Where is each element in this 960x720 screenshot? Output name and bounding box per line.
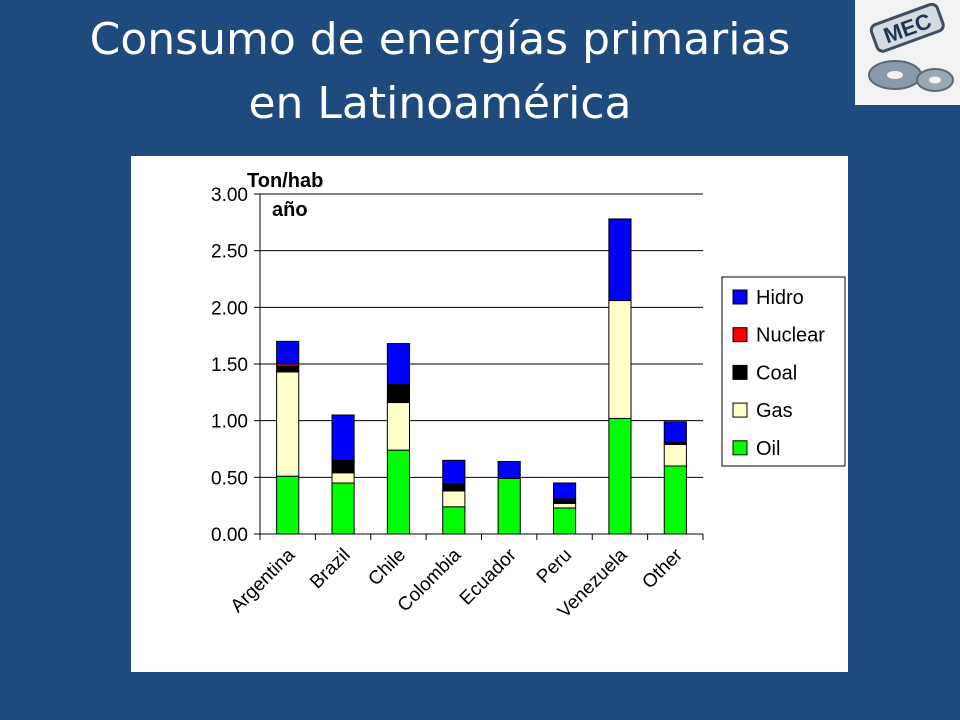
bars [276, 218, 687, 535]
bar-hidro-venezuela [608, 218, 632, 302]
x-tick-label: Other [638, 544, 687, 593]
bar-hidro-argentina [276, 340, 300, 365]
y-tick-label: 1.00 [211, 412, 248, 433]
legend-label-hidro: Hidro [756, 287, 804, 309]
bar-oil-venezuela [608, 417, 632, 535]
mec-logo: MEC [855, 0, 960, 105]
y-tick-label: 2.00 [211, 298, 248, 319]
chart-panel: 0.00 0.50 1.00 1.50 2.00 2.50 3.00 Argentina Br… [131, 156, 848, 672]
bar-oil-peru [552, 507, 577, 535]
y-tick-label: 1.50 [211, 355, 248, 376]
bar-gas-venezuela [608, 300, 632, 419]
x-tick-label: Brazil [306, 545, 354, 593]
bar-coal-argentina [276, 365, 300, 373]
bar-oil-colombia [442, 506, 466, 535]
bar-hidro-other [663, 421, 687, 443]
title-line-1: Consumo de energías primarias [89, 14, 791, 65]
bar-gas-argentina [276, 371, 300, 477]
bar-oil-brazil [331, 482, 355, 535]
title-line-2: en Latinoamérica [248, 78, 632, 129]
y-axis-label-line-1: Ton/hab [247, 170, 323, 192]
legend-label-oil: Oil [756, 438, 780, 460]
legend-label-nuclear: Nuclear [756, 325, 825, 347]
x-tick-label: Chile [364, 545, 409, 590]
stacked-bar-chart: 0.00 0.50 1.00 1.50 2.00 2.50 3.00 Argentina Br… [211, 170, 846, 622]
legend-label-gas: Gas [756, 400, 793, 422]
bar-oil-argentina [276, 475, 300, 535]
x-tick-label: Argentina [227, 544, 300, 617]
bar-gas-other [663, 443, 687, 467]
bar-gas-brazil [331, 472, 355, 484]
legend-swatch-gas [732, 402, 748, 418]
legend-label-coal: Coal [756, 362, 797, 384]
x-tick-label: Peru [533, 545, 576, 588]
bar-oil-ecuador [497, 477, 521, 535]
bar-hidro-ecuador [497, 460, 521, 479]
bar-coal-peru [552, 498, 577, 504]
bar-coal-brazil [331, 460, 355, 474]
x-tick-label: Ecuador [456, 544, 521, 609]
bar-hidro-chile [386, 343, 411, 385]
bar-gas-colombia [442, 490, 466, 508]
y-tick-label: 3.00 [211, 185, 248, 206]
y-tick-label: 0.50 [211, 468, 248, 489]
bar-hidro-brazil [331, 414, 355, 461]
bar-gas-peru [552, 502, 577, 509]
legend-swatch-coal [732, 364, 748, 380]
bar-coal-colombia [442, 483, 466, 492]
bar-hidro-peru [552, 482, 577, 500]
legend-swatch-oil [732, 440, 748, 456]
legend-swatch-nuclear [732, 327, 748, 343]
legend: Hidro Nuclear Coal Gas Oil [721, 276, 846, 467]
mec-logo-graphic: MEC [868, 2, 954, 92]
y-axis-ticks: 0.00 0.50 1.00 1.50 2.00 2.50 3.00 [211, 185, 260, 546]
y-axis-label-line-2: año [272, 199, 308, 221]
bar-coal-chile [386, 383, 411, 404]
y-tick-label: 2.50 [211, 242, 248, 263]
axes [259, 194, 704, 540]
legend-swatch-hidro [732, 289, 748, 305]
slide-title: Consumo de energías primarias en Latinoa… [40, 8, 840, 136]
bar-oil-other [663, 465, 687, 535]
y-tick-label: 0.00 [211, 525, 248, 546]
grid-lines [260, 193, 703, 478]
bar-oil-chile [386, 449, 411, 535]
bar-hidro-colombia [442, 459, 466, 485]
bar-gas-chile [386, 402, 411, 451]
